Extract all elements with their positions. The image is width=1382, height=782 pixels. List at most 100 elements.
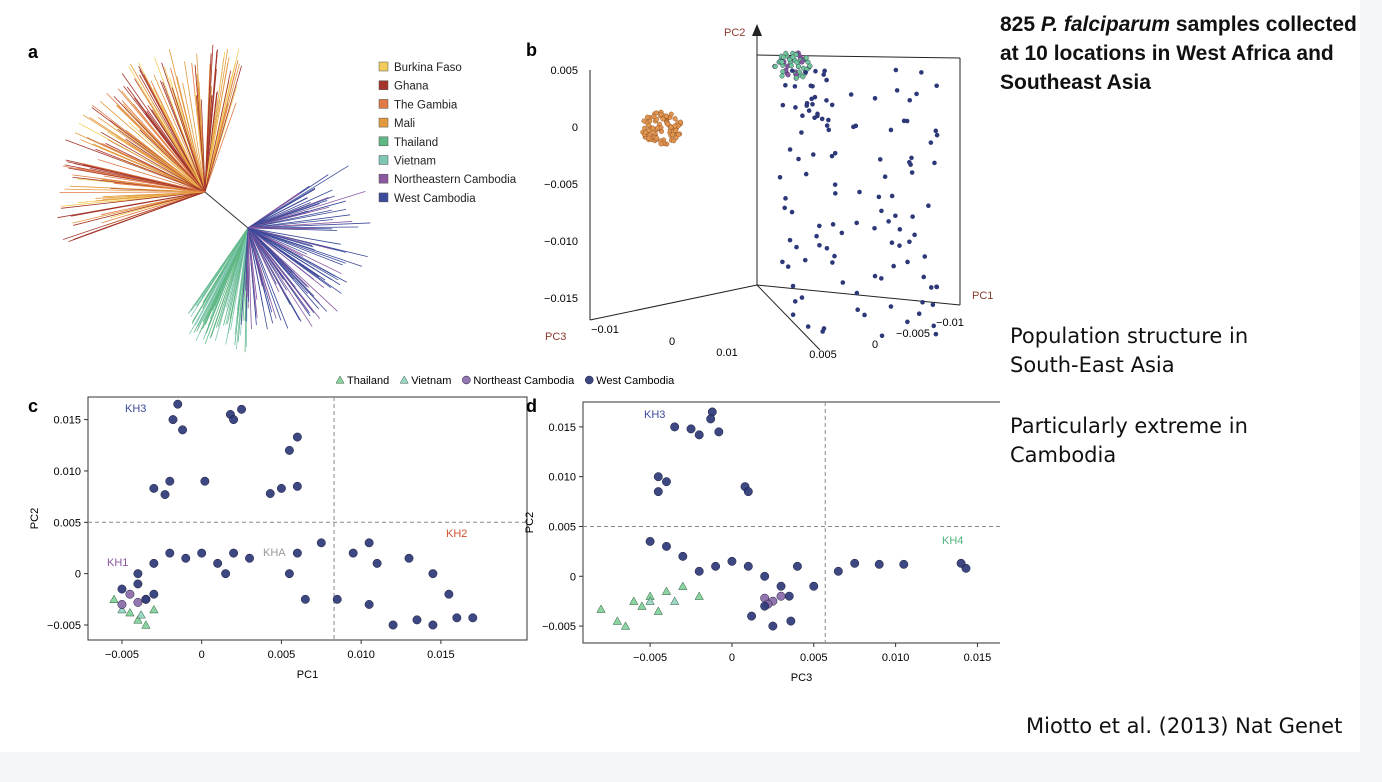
- legend-swatch: [378, 80, 389, 90]
- point: [714, 427, 724, 437]
- branch: [194, 64, 206, 193]
- branch: [247, 227, 341, 286]
- branch: [188, 227, 249, 314]
- cloud-dot: [668, 111, 674, 117]
- branch: [247, 227, 308, 255]
- point: [364, 538, 374, 548]
- branch: [247, 188, 316, 229]
- branch: [247, 214, 351, 229]
- legend-label: Northeastern Cambodia: [394, 174, 517, 186]
- branch: [101, 191, 206, 224]
- cloud-dot: [654, 135, 660, 141]
- cloud-dot: [853, 123, 859, 129]
- branch: [202, 227, 249, 303]
- legend-swatch: [378, 173, 389, 184]
- branch: [247, 190, 366, 229]
- branch: [160, 80, 206, 193]
- branch: [214, 227, 249, 306]
- branch: [204, 51, 226, 193]
- cloud-dot: [872, 273, 878, 279]
- cloud-dot: [928, 285, 934, 290]
- cloud-dot: [848, 92, 854, 97]
- point: [670, 422, 680, 432]
- cloud-dot: [777, 174, 783, 180]
- cloud-dot: [803, 55, 809, 61]
- point: [629, 596, 639, 605]
- cloud-dot: [822, 68, 827, 74]
- figure: a Burkina Faso Ghana The Gambia Mali Thailand…: [28, 24, 1000, 684]
- point: [412, 615, 422, 625]
- tick-label: 0.005: [809, 349, 837, 361]
- cloud-dot: [810, 101, 815, 107]
- branch: [74, 132, 206, 193]
- cloud-dot: [803, 70, 808, 75]
- cloud-dot: [933, 128, 939, 134]
- legend-label: Vietnam: [394, 156, 436, 168]
- point: [165, 548, 175, 558]
- branch: [153, 88, 206, 193]
- cloud-dot: [783, 196, 788, 201]
- tick-label: −0.01: [936, 317, 964, 329]
- cloud-dot: [821, 72, 827, 77]
- cloud-dot: [839, 230, 845, 236]
- cloud-dot: [660, 116, 666, 122]
- cloud-dot: [790, 283, 796, 289]
- branch: [197, 227, 249, 327]
- branch: [247, 227, 363, 267]
- axis-label: PC1: [972, 290, 993, 302]
- point: [221, 569, 231, 579]
- axis-3d: [756, 284, 961, 306]
- cloud-dot: [931, 323, 937, 329]
- branch: [60, 191, 206, 209]
- branch: [204, 103, 221, 193]
- panel-label: c: [28, 396, 38, 416]
- cloud-dot: [810, 152, 816, 157]
- branch: [154, 57, 206, 193]
- branch: [247, 222, 371, 229]
- point: [678, 551, 688, 561]
- cloud-dot: [826, 117, 831, 123]
- legend-marker: [399, 375, 409, 384]
- cloud-dot: [888, 304, 894, 309]
- cloud-dot: [655, 125, 661, 131]
- branch: [78, 122, 206, 193]
- cloud-dot: [799, 130, 804, 135]
- cloud-dot: [641, 118, 647, 124]
- cloud-dot: [793, 105, 798, 110]
- branch: [247, 227, 295, 274]
- axis-3d: [756, 54, 961, 59]
- point: [645, 596, 655, 605]
- y-tick-label: −0.005: [542, 621, 576, 633]
- annotation: KH1: [107, 557, 128, 569]
- point: [961, 563, 971, 573]
- cloud-dot: [790, 54, 796, 60]
- legend-marker: [585, 375, 594, 385]
- point: [743, 561, 753, 571]
- cloud-dot: [907, 159, 912, 165]
- branch: [97, 159, 206, 193]
- cloud-dot: [879, 208, 884, 214]
- legend-swatch: [378, 192, 389, 203]
- branch: [72, 191, 206, 240]
- branch: [146, 110, 206, 193]
- point: [760, 571, 770, 581]
- point: [784, 591, 794, 601]
- point: [809, 581, 819, 591]
- cloud-dot: [832, 253, 837, 259]
- branch: [247, 197, 308, 229]
- cloud-dot: [678, 119, 684, 125]
- point: [747, 611, 757, 621]
- branch: [247, 227, 280, 293]
- cloud-dot: [879, 333, 885, 339]
- branch: [247, 209, 332, 229]
- point: [265, 489, 275, 498]
- point: [237, 404, 247, 414]
- cloud-dot: [780, 259, 785, 265]
- cloud-dot: [805, 324, 811, 329]
- point: [117, 600, 127, 609]
- branch: [247, 227, 321, 319]
- panel-label: d: [526, 396, 537, 416]
- point: [620, 621, 631, 630]
- legend-swatch: [378, 99, 389, 109]
- point: [181, 553, 191, 563]
